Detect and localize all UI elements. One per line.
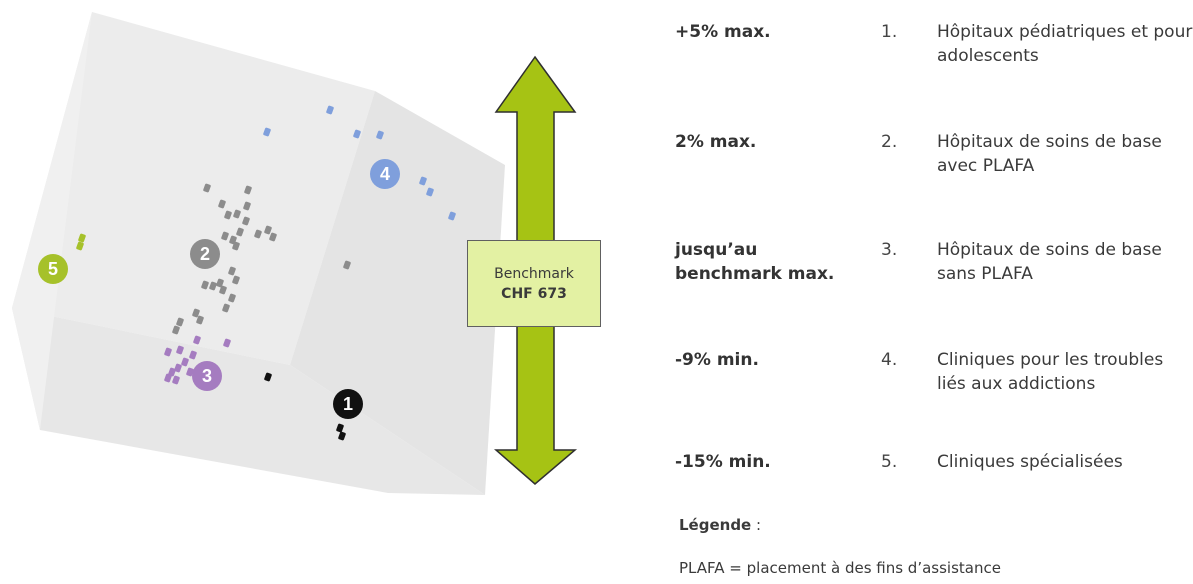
cluster-2-marker: [228, 293, 236, 303]
cluster-2-marker: [218, 199, 226, 209]
cluster-3-marker: [164, 373, 172, 383]
cluster-1-marker: [338, 431, 346, 441]
cluster-4-marker: [263, 127, 271, 137]
cluster-1-marker: [336, 423, 344, 433]
cluster-2-marker: [244, 185, 252, 195]
cluster-3-marker: [181, 357, 189, 367]
cube-top-face: [12, 12, 375, 365]
cluster-1-marker: [264, 372, 272, 382]
cluster-2-marker: [221, 231, 229, 241]
cluster-4-markers: [263, 105, 456, 221]
cluster-3-markers: [164, 335, 231, 385]
cluster-2-marker: [228, 266, 236, 276]
cluster-4-marker: [419, 176, 427, 186]
cluster-5-marker: [78, 233, 86, 243]
cluster-badge-4: 4: [370, 159, 400, 189]
cluster-badge-2: 2: [190, 239, 220, 269]
cluster-3-marker: [172, 375, 180, 385]
cluster-3-marker: [223, 338, 231, 348]
rule-number: 5.: [881, 452, 898, 472]
cluster-5-markers: [76, 233, 86, 251]
cluster-2-marker: [242, 216, 250, 226]
cube-left-face: [12, 12, 92, 430]
cluster-2-marker: [196, 315, 204, 325]
rule-label: 2% max.: [675, 132, 757, 152]
rule-label: +5% max.: [675, 22, 771, 42]
cluster-3-marker: [174, 363, 182, 373]
cluster-2-marker: [236, 227, 244, 237]
cluster-badge-5: 5: [38, 254, 68, 284]
cluster-2-marker: [192, 308, 200, 318]
cluster-2-marker: [232, 275, 240, 285]
rule-description: Hôpitaux pédiatriques et pour adolescent…: [937, 22, 1193, 66]
cluster-2-marker: [216, 278, 224, 288]
cluster-2-marker: [176, 317, 184, 327]
rule-label: -9% min.: [675, 350, 759, 370]
rule-number: 3.: [881, 240, 898, 260]
cluster-2-marker: [243, 201, 251, 211]
cluster-4-marker: [376, 130, 384, 140]
benchmark-title: Benchmark: [494, 265, 574, 282]
cluster-3-marker: [186, 367, 194, 377]
cluster-2-marker: [254, 229, 262, 239]
cluster-5-marker: [76, 241, 84, 251]
rule-description: Hôpitaux de soins de base avec PLAFA: [937, 132, 1162, 176]
rule-number: 4.: [881, 350, 898, 370]
legend-text: PLAFA = placement à des fins d’assistanc…: [679, 559, 1001, 577]
cluster-cube-diagram: 1 2 3 4 5: [12, 12, 578, 495]
benchmark-box: Benchmark CHF 673: [467, 240, 601, 327]
rule-label: -15% min.: [675, 452, 771, 472]
rule-description: Cliniques pour les troubles liés aux add…: [937, 350, 1164, 394]
rule-description: Hôpitaux de soins de base sans PLAFA: [937, 240, 1162, 284]
cluster-3-marker: [168, 367, 176, 377]
cluster-2-marker: [219, 285, 227, 295]
rule-number: 2.: [881, 132, 898, 152]
cluster-2-marker: [224, 210, 232, 220]
cluster-2-marker: [201, 280, 209, 290]
cluster-badge-1: 1: [333, 389, 363, 419]
svg-text:4: 4: [380, 164, 390, 184]
svg-text:1: 1: [343, 394, 353, 414]
cluster-2-marker: [222, 303, 230, 313]
cluster-2-markers: [172, 183, 351, 335]
svg-text:2: 2: [200, 244, 210, 264]
cluster-2-marker: [203, 183, 211, 193]
svg-text:5: 5: [48, 259, 58, 279]
cube-front-face: [12, 308, 485, 495]
legend-title: Légende :: [679, 516, 761, 534]
cluster-3-marker: [164, 347, 172, 357]
benchmark-value: CHF 673: [501, 285, 567, 302]
rule-description: Cliniques spécialisées: [937, 452, 1123, 472]
cluster-2-marker: [172, 325, 180, 335]
cluster-4-marker: [353, 129, 361, 139]
cluster-4-marker: [448, 211, 456, 221]
cluster-3-marker: [176, 345, 184, 355]
cluster-2-marker: [232, 241, 240, 251]
cluster-3-marker: [193, 335, 201, 345]
cluster-3-marker: [189, 350, 197, 360]
cluster-badge-3: 3: [192, 361, 222, 391]
svg-text:3: 3: [202, 366, 212, 386]
rule-label: jusqu’au benchmark max.: [675, 240, 835, 284]
cluster-1-markers: [264, 372, 346, 441]
cluster-2-marker: [233, 209, 241, 219]
cluster-2-marker: [264, 225, 272, 235]
cluster-2-marker: [209, 281, 217, 291]
legend-separator: :: [751, 516, 762, 534]
cluster-4-marker: [426, 187, 434, 197]
rule-number: 1.: [881, 22, 898, 42]
cluster-2-marker: [343, 260, 351, 270]
cluster-2-marker: [269, 232, 277, 242]
cluster-4-marker: [326, 105, 334, 115]
legend-heading: Légende: [679, 516, 752, 534]
